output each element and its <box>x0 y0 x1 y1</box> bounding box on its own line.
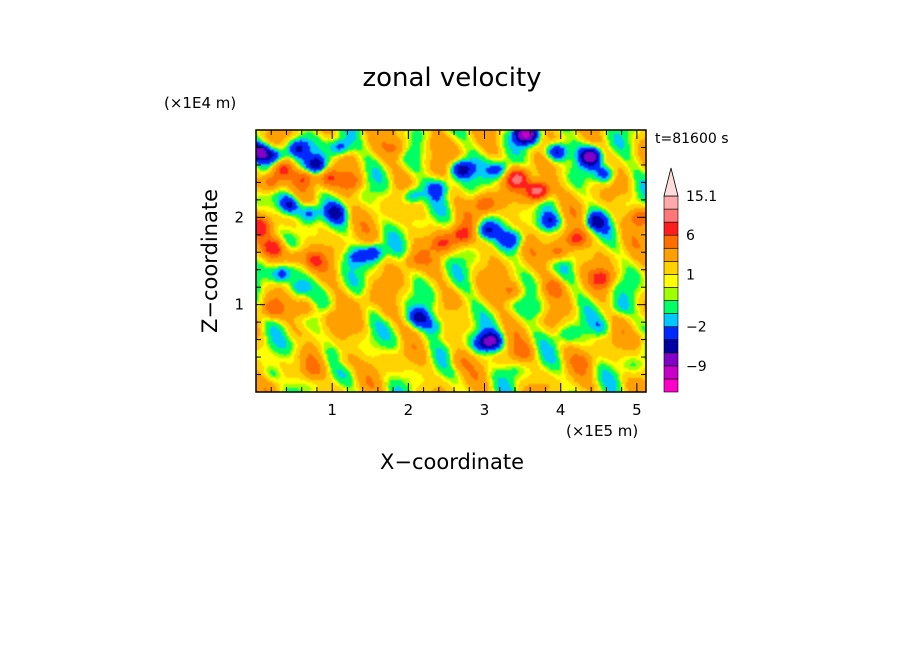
colorbar-swatch <box>663 352 679 367</box>
colorbar-swatch <box>663 195 679 210</box>
colorbar-swatch <box>663 300 679 314</box>
colorbar-label: −2 <box>686 320 707 336</box>
x-tick-label: 1 <box>327 401 337 419</box>
x-tick-label: 4 <box>556 401 566 419</box>
heatmap-image <box>256 130 646 392</box>
colorbar-swatch <box>663 378 679 393</box>
colorbar-swatch <box>663 261 679 275</box>
colorbar-extend-arrow <box>663 167 679 197</box>
plot-frame <box>255 129 647 393</box>
y-tick-label: 1 <box>234 296 244 314</box>
x-tick-label: 2 <box>404 401 414 419</box>
y-tick-label: 2 <box>234 208 244 226</box>
colorbar-swatch <box>663 287 679 301</box>
colorbar-swatch <box>663 234 679 249</box>
colorbar-label: 15.1 <box>686 189 717 205</box>
chart-title: zonal velocity <box>362 63 541 93</box>
x-axis-label: X−coordinate <box>380 450 524 474</box>
colorbar: 15.1 6 1 −2 −9 <box>663 167 717 393</box>
colorbar-swatch <box>663 326 679 341</box>
colorbar-swatch <box>663 247 679 262</box>
x-tick-label: 5 <box>632 401 642 419</box>
colorbar-swatch <box>663 208 679 223</box>
y-axis-ticks: 12 <box>234 146 646 376</box>
colorbar-label: −9 <box>686 359 707 375</box>
colorbar-swatch <box>663 365 679 380</box>
x-axis-ticks: 1 2 3 4 5 <box>270 130 642 419</box>
colorbar-label: 1 <box>686 267 695 283</box>
heatmap-field <box>256 130 646 392</box>
colorbar-swatch <box>663 313 679 327</box>
colorbar-swatch <box>663 274 679 288</box>
x-unit-label: (×1E5 m) <box>566 422 638 440</box>
y-axis-label: Z−coordinate <box>198 189 222 333</box>
colorbar-swatch <box>663 221 679 236</box>
colorbar-label: 6 <box>686 228 695 244</box>
x-tick-label: 3 <box>480 401 490 419</box>
y-unit-label: (×1E4 m) <box>164 94 236 112</box>
time-label: t=81600 s <box>655 131 729 147</box>
colorbar-swatch <box>663 339 679 354</box>
